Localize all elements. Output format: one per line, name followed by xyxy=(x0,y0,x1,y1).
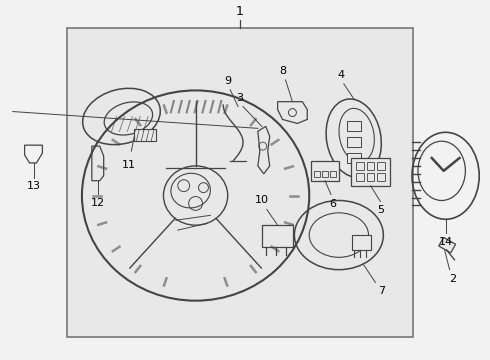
Bar xyxy=(330,171,336,177)
Bar xyxy=(367,173,374,181)
Text: 1: 1 xyxy=(236,5,244,18)
Bar xyxy=(262,225,294,247)
Text: 8: 8 xyxy=(279,66,286,76)
Bar xyxy=(351,158,390,186)
Bar xyxy=(356,162,364,170)
Bar xyxy=(67,28,413,337)
Bar xyxy=(322,171,328,177)
Text: 4: 4 xyxy=(337,70,344,80)
Text: 3: 3 xyxy=(237,93,244,103)
Bar xyxy=(352,235,371,250)
Text: 6: 6 xyxy=(329,198,337,208)
Text: 13: 13 xyxy=(26,181,41,191)
Bar xyxy=(377,173,385,181)
Text: 9: 9 xyxy=(224,76,232,86)
Text: 7: 7 xyxy=(378,287,386,297)
Bar xyxy=(356,173,364,181)
Text: 5: 5 xyxy=(377,206,384,215)
Bar xyxy=(314,171,320,177)
Bar xyxy=(347,121,361,131)
Bar xyxy=(367,162,374,170)
Bar xyxy=(377,162,385,170)
Bar xyxy=(347,153,361,163)
Bar xyxy=(134,129,156,141)
Text: 11: 11 xyxy=(122,160,135,170)
Bar xyxy=(311,161,339,181)
Bar xyxy=(347,137,361,147)
Text: 2: 2 xyxy=(449,274,456,284)
Text: 12: 12 xyxy=(91,198,105,207)
Bar xyxy=(439,237,456,253)
Text: 14: 14 xyxy=(439,237,453,247)
Text: 10: 10 xyxy=(255,195,269,206)
